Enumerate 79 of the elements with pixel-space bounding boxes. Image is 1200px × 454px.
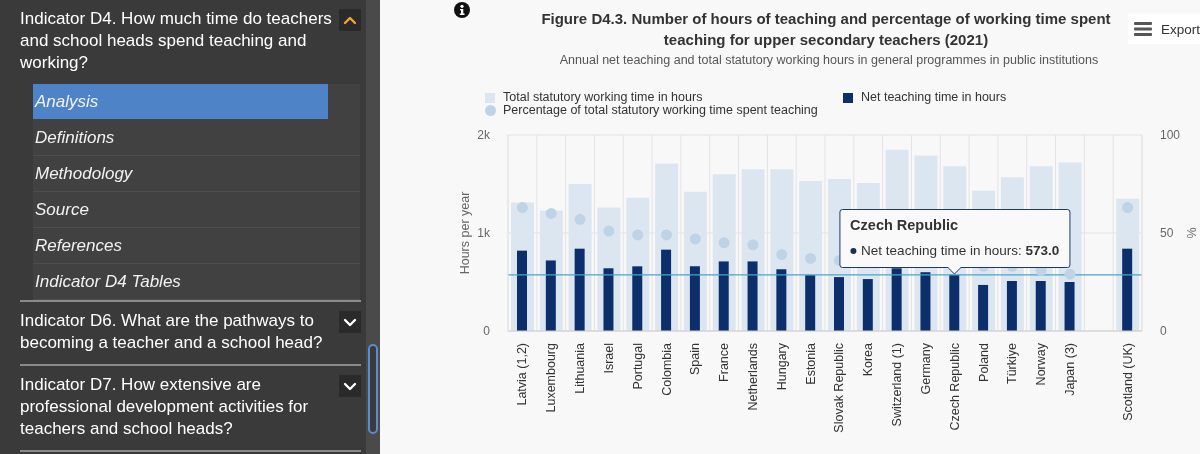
bar (776, 269, 787, 331)
x-tick-label: Türkiye (1005, 342, 1020, 384)
x-tick-label: Hungary (774, 342, 789, 391)
text: References (35, 235, 122, 256)
bar (805, 275, 816, 331)
y-tick-label: 0 (483, 324, 491, 339)
x-tick-label: Israel (601, 343, 616, 374)
chart-subtitle: Annual net teaching and total statutory working hours in general programmes in public institutions (559, 53, 1099, 67)
legend-label: Net teaching time in hours (861, 90, 1007, 104)
text: Indicator D6. What are the pathways to becoming a teacher and a school head? (20, 311, 323, 352)
x-tick-label: Portugal (630, 343, 645, 390)
point (632, 229, 644, 241)
bar (718, 261, 729, 331)
bar (545, 260, 556, 331)
point (1122, 202, 1134, 214)
x-tick-label: Colombia (659, 342, 674, 396)
x-tick-label: Czech Republic (947, 343, 962, 431)
point (545, 207, 557, 219)
x-tick-label: Spain (688, 342, 703, 375)
point (516, 202, 528, 214)
bar (1064, 282, 1075, 331)
export-button: Export (1128, 14, 1200, 44)
x-tick-label: Latvia (1,2) (515, 343, 530, 406)
x-tick-label: Luxembourg (544, 342, 559, 413)
bar (517, 250, 527, 331)
text: Indicator D7. How extensive are professional development activities for teachers and school heads? (20, 375, 309, 438)
x-tick-label: Norway (1034, 342, 1049, 386)
annotation: Net teaching time in hours: 573.0 (861, 242, 1060, 258)
x-tick-label: Korea (861, 342, 876, 377)
bar (1122, 248, 1133, 331)
x-tick-label: Netherlands (745, 343, 760, 411)
bar (1006, 281, 1017, 331)
bar (1035, 281, 1046, 331)
point (574, 213, 586, 225)
text: Analysis (35, 91, 99, 112)
point (747, 239, 759, 251)
chart-title: Figure D4.3. Number of hours of teaching and percentage of working time spent teaching for upper secondary teachers (2021) (541, 10, 1111, 48)
legend-label: Total statutory working time in hours (503, 90, 703, 104)
bar (862, 279, 873, 331)
text: Source (35, 199, 89, 220)
text: Indicator D4. How much time do teachers and school heads spend teaching and working? (20, 9, 332, 72)
bar (603, 268, 614, 331)
bar (689, 266, 700, 331)
x-tick-label: Poland (976, 342, 991, 382)
bar (661, 249, 672, 331)
point (718, 237, 730, 249)
y-axis-title: Hours per year (458, 191, 472, 275)
tooltip: Czech Republic Net teaching time in hours: 573.0 (839, 208, 1071, 274)
bar (891, 268, 902, 331)
x-tick-label: Scotland (UK) (1120, 343, 1135, 421)
bar (632, 266, 643, 331)
x-tick-label: France (717, 342, 732, 382)
point (661, 229, 672, 241)
x-tick-label: Estonia (803, 342, 818, 385)
bar (574, 248, 585, 331)
y2-tick-label: 100 (1160, 128, 1181, 143)
text: Methodology (35, 163, 133, 184)
bar (978, 284, 989, 331)
point (689, 233, 701, 245)
point (1064, 268, 1076, 280)
point (776, 249, 788, 261)
bar (920, 272, 931, 331)
bar (834, 277, 844, 331)
x-tick-label: Slovak Republic (832, 343, 847, 433)
y-tick-label: 1k (477, 226, 491, 241)
y2-axis-title: % (1185, 227, 1199, 239)
text: Definitions (35, 127, 115, 148)
x-tick-label: Japan (3) (1062, 343, 1077, 396)
point (603, 225, 615, 237)
x-tick-label: Switzerland (1) (890, 343, 905, 427)
x-tick-label: Lithuania (573, 342, 588, 394)
x-tick-label: Germany (918, 342, 933, 395)
bar (747, 261, 758, 331)
text: Indicator D4 Tables (35, 271, 181, 292)
y-tick-label: 2k (477, 128, 491, 143)
y2-tick-label: 0 (1160, 324, 1167, 339)
y2-tick-label: 50 (1160, 226, 1174, 241)
legend-label: Percentage of total statutory working time spent teaching (503, 103, 818, 117)
point (805, 252, 817, 264)
